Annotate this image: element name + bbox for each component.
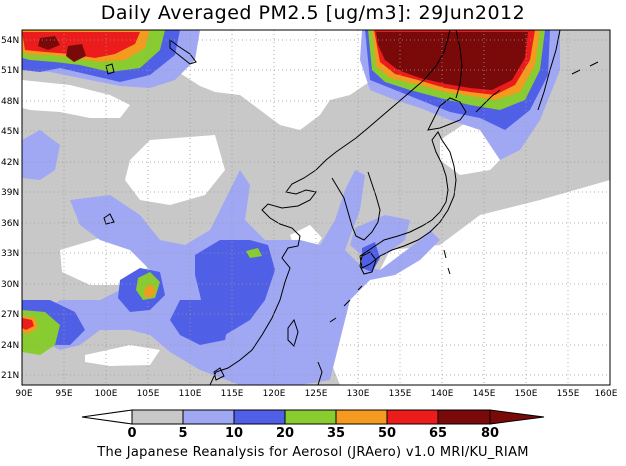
- lon-label: 105E: [137, 389, 160, 399]
- lat-label: 51N: [1, 66, 19, 76]
- darkred-region-northwest-2: [66, 44, 86, 62]
- lat-label: 42N: [1, 158, 19, 168]
- coastline-philippines: [317, 361, 323, 385]
- white-region-pacific: [330, 180, 610, 385]
- colorbar-swatch-1: [131, 409, 184, 425]
- coastline-aleutian: [571, 61, 599, 75]
- lat-label: 39N: [1, 188, 19, 198]
- lon-label: 115E: [221, 389, 244, 399]
- colorbar-swatch-0: [81, 409, 133, 425]
- coastline-honshu: [359, 131, 457, 269]
- colorbar-label: 50: [378, 426, 396, 441]
- coastline-hainan: [213, 367, 225, 381]
- lat-label: 30N: [1, 280, 19, 290]
- lon-label: 100E: [95, 389, 118, 399]
- coastline-izu: [443, 249, 451, 275]
- coastline-korea: [331, 171, 381, 241]
- colorbar-label: 0: [127, 426, 136, 441]
- coastline-russia-east: [355, 30, 451, 139]
- colorbar-swatch-3: [233, 409, 286, 425]
- lon-label: 120E: [263, 389, 286, 399]
- white-region-northwest: [22, 80, 130, 118]
- map-frame: [21, 29, 611, 386]
- map-title: Daily Averaged PM2.5 [ug/m3]: 29Jun2012: [100, 2, 526, 24]
- lon-label: 155E: [557, 389, 580, 399]
- lat-label: 36N: [1, 219, 19, 229]
- lon-label: 135E: [389, 389, 412, 399]
- colorbar-swatch-8: [489, 409, 545, 425]
- coastline-kuril: [475, 89, 501, 113]
- coastline-kyushu: [359, 251, 377, 275]
- colorbar-swatch-4: [284, 409, 337, 425]
- lon-label: 145E: [473, 389, 496, 399]
- coastline-china: [209, 137, 357, 385]
- coastline-sakhalin: [455, 30, 463, 99]
- white-region-north: [160, 30, 372, 130]
- colorbar-label: 10: [225, 426, 243, 441]
- colorbar: 0 5 10 20 35 50 65 80: [81, 409, 545, 441]
- colorbar-swatch-7: [437, 409, 491, 425]
- colorbar-label: 80: [481, 426, 499, 441]
- lon-label: 140E: [431, 389, 454, 399]
- lat-label: 27N: [1, 310, 19, 320]
- lon-label: 150E: [515, 389, 538, 399]
- white-region-central: [125, 135, 225, 205]
- blue-region-south-china: [170, 300, 230, 345]
- coastline-lake-baikal: [169, 39, 197, 65]
- coastline-qinghai-lake: [103, 213, 115, 225]
- lon-label: 110E: [179, 389, 202, 399]
- colorbar-label: 35: [327, 426, 345, 441]
- colorbar-label: 5: [178, 426, 187, 441]
- colorbar-swatch-2: [182, 409, 235, 425]
- lon-label: 160E: [595, 389, 618, 399]
- lon-label: 130E: [347, 389, 370, 399]
- lon-label: 90E: [15, 389, 32, 399]
- white-region-southwest: [60, 238, 150, 285]
- orange-region-sichuan: [144, 284, 156, 298]
- lat-label: 45N: [1, 127, 19, 137]
- colorbar-label: 20: [276, 426, 294, 441]
- light-blue-region-west: [22, 130, 60, 180]
- colorbar-swatch-6: [386, 409, 439, 425]
- lon-labels: 90E 95E 100E 105E 110E 115E 120E 125E 13…: [15, 389, 617, 399]
- lon-label: 95E: [55, 389, 72, 399]
- colorbar-swatch-5: [335, 409, 388, 425]
- white-region-south: [85, 345, 160, 366]
- blue-region-kyushu: [362, 242, 380, 272]
- pm25-field: [22, 30, 610, 385]
- coastline-mongolia-lake: [105, 63, 115, 75]
- lon-label: 125E: [305, 389, 328, 399]
- coastline-hokkaido: [427, 97, 467, 131]
- colorbar-label: 65: [429, 426, 447, 441]
- lat-label: 48N: [1, 97, 19, 107]
- lat-label: 24N: [1, 341, 19, 351]
- darkred-region-northeast: [376, 32, 528, 90]
- lat-label: 21N: [1, 371, 19, 381]
- lat-labels: 54N 51N 48N 45N 42N 39N 36N 33N 30N 27N …: [1, 36, 19, 381]
- darkred-region-northwest-1: [38, 36, 60, 50]
- coastline-ryukyu: [329, 285, 363, 323]
- lat-label: 33N: [1, 249, 19, 259]
- footer-credit: The Japanese Reanalysis for Aerosol (JRA…: [97, 445, 529, 460]
- lat-label: 54N: [1, 36, 19, 46]
- red-region-southwest: [22, 318, 34, 330]
- coastline-taiwan: [287, 318, 299, 347]
